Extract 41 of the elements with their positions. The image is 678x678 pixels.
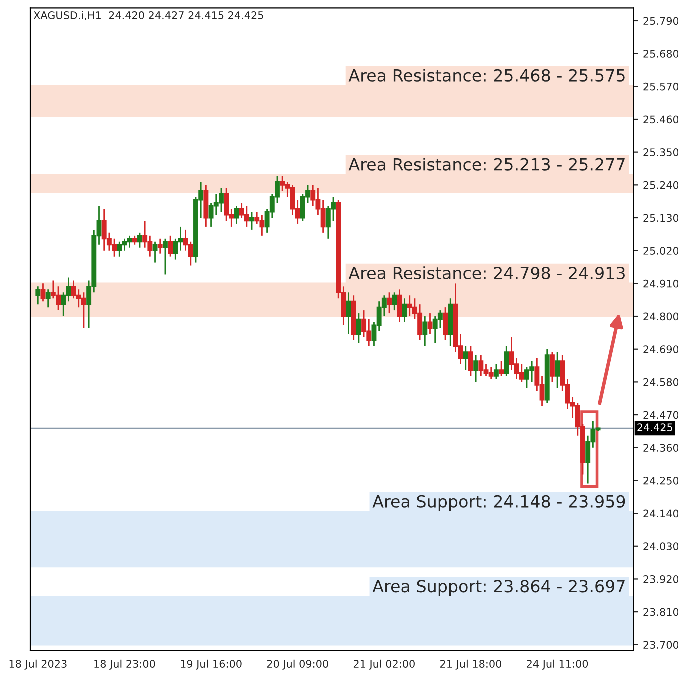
candlestick (250, 211, 254, 231)
candlestick (346, 292, 352, 336)
candlestick (402, 298, 408, 324)
candlestick (152, 241, 158, 264)
x-tick-label: 18 Jul 2023 (10, 660, 67, 670)
candlestick (46, 288, 51, 308)
candlestick (443, 306, 448, 342)
candlestick (168, 235, 174, 258)
band-label: Area Support: 24.148 - 23.959 (372, 495, 626, 512)
candlestick (40, 282, 46, 302)
candlestick (555, 352, 560, 389)
candlestick (550, 352, 555, 383)
candlestick (36, 286, 41, 306)
band-label: Area Resistance: 25.213 - 25.277 (348, 158, 625, 171)
x-tick-label: 24 Jul 11:00 (527, 660, 588, 670)
x-tick-label: 21 Jul 02:00 (354, 660, 415, 670)
band-label: Area Resistance: 25.468 - 25.575 (348, 69, 625, 82)
candlestick (422, 316, 428, 348)
candlestick (474, 354, 479, 383)
x-tick-label: 18 Jul 23:00 (94, 660, 156, 670)
candlestick (397, 288, 402, 324)
candlestick (392, 292, 398, 312)
chart-title: XAGUSD.i,H1 24.420 24.427 24.415 24.425 (34, 11, 264, 20)
candlestick (387, 292, 392, 314)
candlestick (162, 238, 168, 276)
ref-line-label: 24.425 (638, 424, 672, 432)
x-tick-label: 20 Jul 09:00 (267, 660, 328, 670)
candlestick (356, 312, 362, 344)
x-tick-label: 21 Jul 18:00 (440, 660, 502, 670)
candlestick (494, 364, 499, 380)
candlestick (428, 312, 433, 336)
band-label: Area Resistance: 24.798 - 24.913 (348, 266, 625, 280)
band-label: Area Support: 23.864 - 23.697 (372, 580, 625, 596)
candlestick (158, 238, 163, 255)
candlestick (138, 232, 142, 249)
candlestick (499, 360, 504, 377)
x-tick-label: 19 Jul 16:00 (181, 660, 242, 670)
candlestick (463, 346, 468, 371)
candlestick (234, 205, 240, 225)
candlestick (504, 346, 510, 377)
candlestick (468, 346, 474, 377)
